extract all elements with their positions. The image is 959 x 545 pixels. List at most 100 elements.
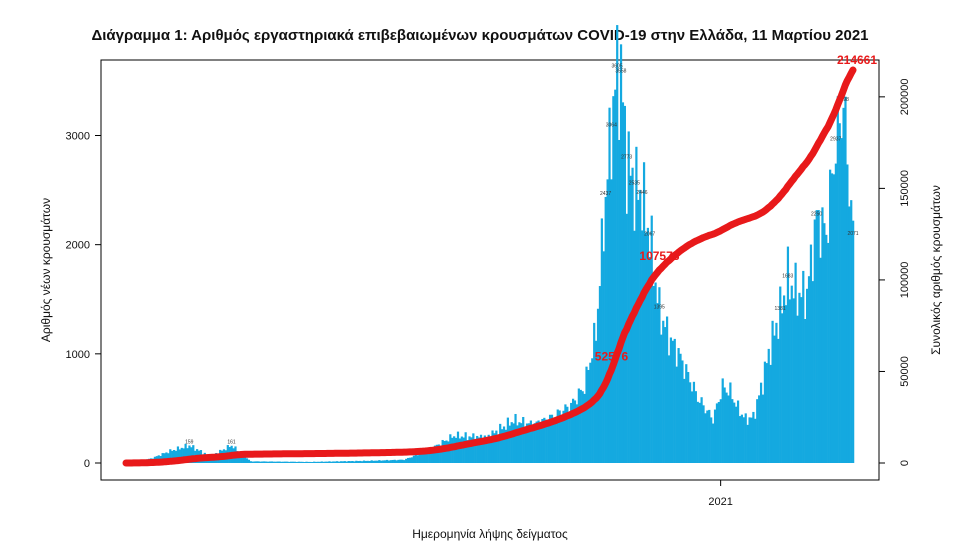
daily-bar [723, 387, 726, 463]
daily-bar [560, 415, 563, 463]
x-tick-label: 2021 [708, 496, 732, 508]
daily-bar [522, 416, 525, 463]
daily-bar [688, 382, 692, 463]
daily-bar [291, 461, 295, 463]
daily-bar [685, 364, 688, 463]
daily-bar [466, 440, 469, 463]
daily-bar [796, 315, 799, 463]
daily-bar [172, 449, 176, 463]
daily-bar [366, 460, 369, 463]
left-tick-label: 0 [84, 458, 90, 470]
daily-bar [577, 388, 580, 463]
daily-bar [502, 426, 506, 463]
daily-bar [349, 461, 352, 463]
daily-bar [552, 418, 556, 463]
daily-bar [430, 448, 433, 463]
bar-value-label: 2446 [636, 190, 647, 196]
daily-bar [357, 461, 360, 463]
left-tick-label: 2000 [66, 240, 90, 252]
bar-value-label: 3605 [611, 63, 622, 69]
y-axis-right-label: Συνολικός αριθμός κρουσμάτων [929, 185, 943, 355]
daily-bar [823, 223, 826, 463]
daily-bar [389, 460, 392, 463]
daily-bar [750, 417, 753, 463]
callout-layer: 52576 107578 214661 [595, 53, 878, 364]
daily-bar [562, 410, 565, 463]
daily-bar [813, 219, 816, 463]
daily-bar [644, 232, 648, 463]
daily-bar [433, 445, 437, 463]
daily-bar [533, 423, 536, 463]
daily-bar [771, 320, 774, 463]
daily-bar [468, 436, 471, 463]
daily-bar [581, 391, 584, 463]
daily-bar [290, 461, 293, 463]
daily-bar [188, 445, 191, 463]
daily-bar [717, 401, 720, 463]
bar-value-label: 1381 [775, 306, 786, 312]
daily-bar [545, 419, 548, 463]
daily-bar [422, 451, 425, 463]
daily-bar [639, 189, 642, 463]
daily-bar [673, 338, 676, 463]
daily-bar [852, 220, 855, 463]
daily-bar [539, 427, 542, 463]
daily-bar [278, 461, 281, 463]
daily-bar [830, 173, 834, 463]
daily-bar [656, 303, 659, 463]
daily-bar [261, 461, 264, 463]
daily-bar [844, 96, 847, 463]
daily-bar [353, 461, 356, 463]
daily-bar [794, 262, 797, 463]
daily-bar [470, 437, 473, 463]
cumulative-callout: 107578 [639, 249, 679, 263]
daily-bar [786, 246, 790, 463]
daily-bar [585, 366, 588, 463]
daily-bar [259, 461, 262, 463]
daily-bar [416, 455, 419, 463]
daily-bar [182, 448, 185, 463]
daily-bar [510, 422, 513, 463]
daily-bar [621, 102, 625, 464]
daily-bar [589, 362, 592, 463]
daily-bar [242, 453, 245, 463]
daily-bar [809, 244, 813, 463]
daily-bar [838, 123, 841, 463]
daily-bar [836, 96, 839, 464]
daily-bar [504, 429, 508, 463]
daily-bar [399, 459, 402, 463]
daily-bar [579, 389, 582, 463]
daily-bar [316, 461, 320, 463]
daily-bar [846, 164, 849, 463]
daily-bar [652, 285, 655, 463]
daily-bar [345, 461, 348, 463]
daily-bar [792, 298, 795, 463]
daily-bar [255, 461, 258, 463]
daily-bar [301, 461, 304, 463]
daily-bar [424, 452, 427, 463]
daily-bar [368, 460, 371, 463]
daily-bar [777, 338, 780, 463]
daily-bar [364, 460, 368, 463]
daily-bar [307, 461, 310, 463]
daily-bar [610, 179, 613, 463]
daily-bar [648, 257, 651, 463]
daily-bar [514, 413, 517, 463]
right-tick-label: 50000 [899, 356, 911, 387]
daily-bar [827, 242, 830, 463]
daily-bar [842, 107, 845, 463]
bar-value-label: 2937 [830, 136, 841, 142]
daily-bar [472, 433, 475, 463]
daily-bar [527, 423, 531, 463]
daily-bar [245, 458, 249, 463]
daily-bar [735, 406, 738, 463]
daily-bar [744, 413, 747, 463]
daily-bar [445, 440, 448, 463]
daily-bar [163, 453, 166, 463]
daily-bar [359, 460, 362, 463]
daily-bar [619, 44, 623, 463]
daily-bar [332, 461, 335, 463]
daily-bar [806, 288, 809, 463]
daily-bar [550, 414, 554, 463]
daily-bar [495, 430, 498, 463]
